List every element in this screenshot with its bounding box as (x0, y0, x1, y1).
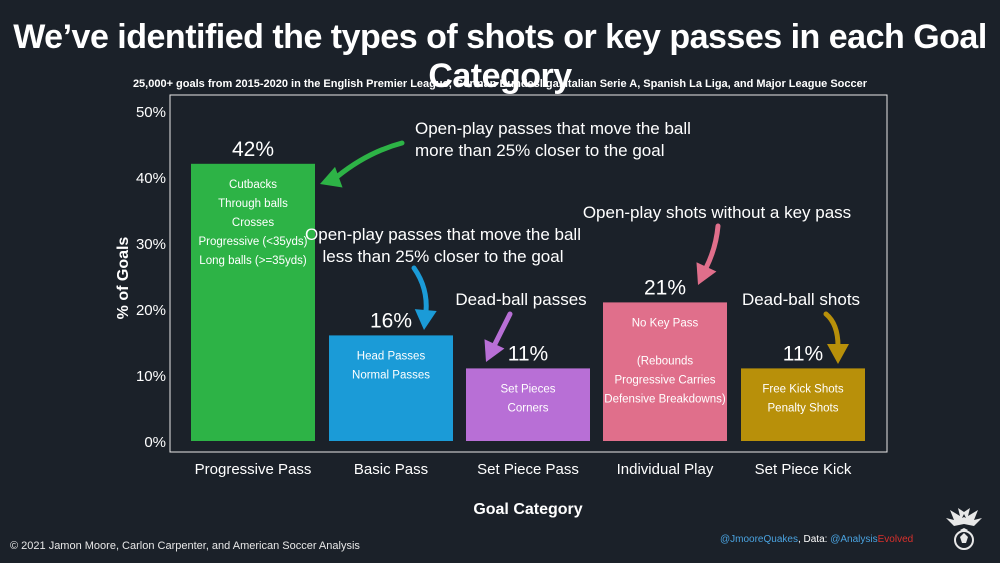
bar-note-text: (Rebounds (637, 355, 694, 367)
y-axis-label: % of Goals (115, 237, 132, 320)
annotation-text: Open-play passes that move the ball (305, 225, 581, 244)
annotation-text: Dead-ball passes (455, 290, 586, 309)
data-source-link[interactable]: @AnalysisEvolved (830, 534, 913, 545)
copyright-text: © 2021 Jamon Moore, Carlon Carpenter, an… (10, 540, 360, 552)
annotation-text: Open-play shots without a key pass (583, 203, 851, 222)
bar-note-text: Head Passes (357, 350, 426, 362)
bar (741, 368, 865, 441)
annotation-arrowhead-icon (827, 344, 849, 364)
bar-note-text: Progressive Carries (615, 374, 716, 386)
y-tick-label: 0% (144, 434, 166, 451)
y-tick-label: 50% (136, 104, 166, 121)
annotation-arrow-line (823, 311, 841, 349)
bar-value-label: 42% (232, 138, 274, 161)
bar-note-text: Long balls (>=35yds) (199, 255, 307, 267)
credits-text: @JmooreQuakes, Data: @AnalysisEvolved (720, 534, 913, 545)
x-axis-label: Goal Category (473, 501, 582, 518)
bar (603, 302, 727, 441)
data-source-part-a: @Analysis (830, 534, 878, 545)
bar-value-label: 11% (508, 342, 548, 365)
credits-separator: , Data: (797, 534, 831, 545)
bar-note-text: Defensive Breakdowns) (604, 393, 726, 405)
annotation-text: less than 25% closer to the goal (323, 247, 564, 266)
eagle-logo-icon (946, 508, 982, 550)
annotation-text: more than 25% closer to the goal (415, 141, 664, 160)
bar (191, 163, 315, 442)
chart-subtitle: 25,000+ goals from 2015-2020 in the Engl… (132, 78, 868, 90)
bar-value-label: 16% (370, 309, 412, 332)
plot-frame (169, 94, 888, 453)
bar-note-text: Corners (508, 402, 549, 414)
annotation-arrowhead-icon (484, 339, 505, 362)
x-tick-label: Set Piece Kick (755, 461, 852, 478)
bar-note-text: Progressive (<35yds) (199, 236, 308, 248)
bar-note-text: Penalty Shots (768, 402, 839, 414)
annotation-arrow-line (703, 223, 721, 271)
data-source-part-b: Evolved (877, 534, 914, 545)
bar-note-text: Set Pieces (501, 383, 556, 395)
annotation-arrowhead-icon (696, 262, 717, 285)
y-tick-label: 20% (136, 302, 166, 319)
annotation-text: Open-play passes that move the ball (415, 119, 691, 138)
bar-note-text: Normal Passes (352, 369, 430, 381)
bar-value-label: 21% (644, 276, 686, 299)
y-tick-label: 30% (136, 236, 166, 253)
author-handle-link[interactable]: @JmooreQuakes (720, 534, 798, 545)
annotation-arrow-line (335, 140, 405, 179)
bar (329, 335, 453, 441)
x-tick-label: Set Piece Pass (477, 461, 579, 478)
annotation-text: Dead-ball shots (742, 290, 860, 309)
annotation-arrowhead-icon (320, 166, 343, 188)
y-tick-label: 10% (136, 368, 166, 385)
bar-note-text: Cutbacks (229, 179, 277, 191)
annotation-arrow-line (411, 265, 429, 315)
annotation-arrowhead-icon (414, 309, 437, 330)
bar-note-text: No Key Pass (632, 317, 699, 329)
x-tick-label: Basic Pass (354, 461, 428, 478)
bar-note-text: Crosses (232, 217, 274, 229)
x-tick-label: Individual Play (617, 461, 714, 478)
chart-title: We’ve identified the types of shots or k… (13, 18, 987, 95)
bar (466, 368, 590, 441)
annotation-arrow-line (491, 311, 513, 349)
bar-note-text: Free Kick Shots (762, 383, 843, 395)
x-tick-label: Progressive Pass (195, 461, 312, 478)
bar-note-text: Through balls (218, 198, 288, 210)
bar-value-label: 11% (783, 342, 823, 365)
y-tick-label: 40% (136, 170, 166, 187)
